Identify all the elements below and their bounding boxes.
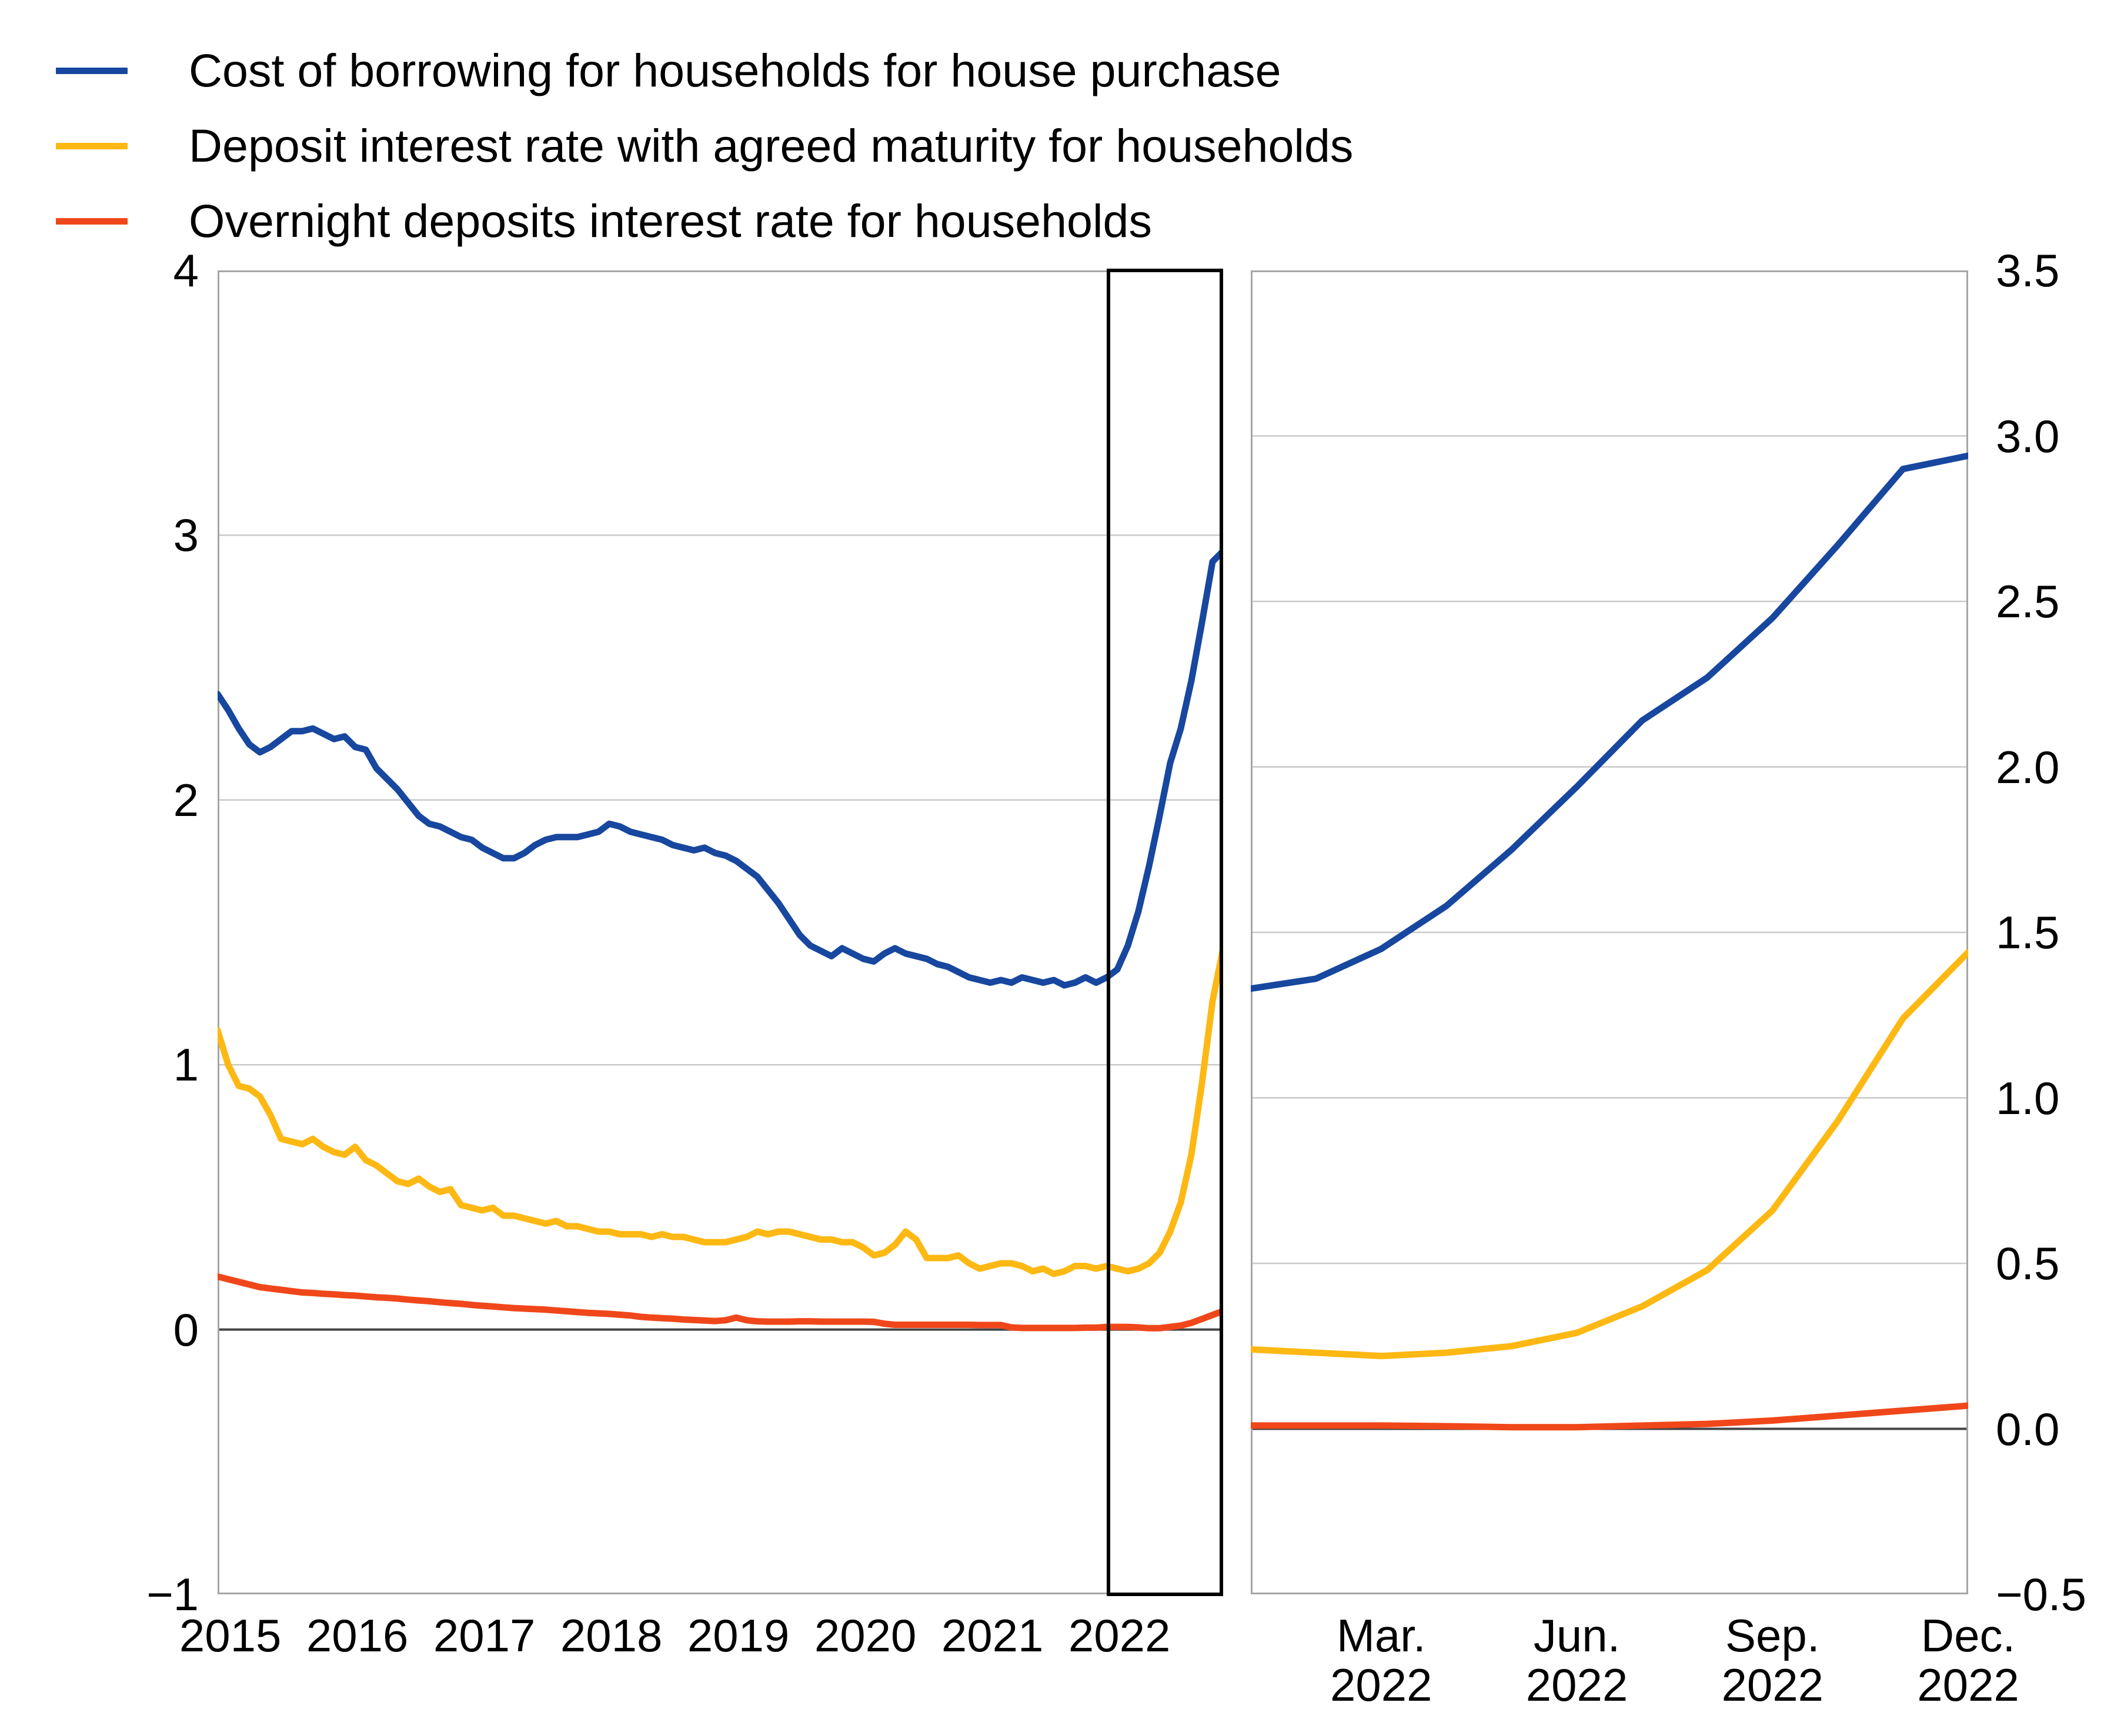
series-line-0 bbox=[1251, 452, 1968, 992]
highlight-box-2022 bbox=[1107, 269, 1223, 1596]
series-line-2 bbox=[1251, 1402, 1968, 1431]
y-axis-tick-label: 1 bbox=[173, 1039, 199, 1091]
x-axis-tick-label: 2016 bbox=[306, 1610, 409, 1661]
x-axis-tick-label: Dec. 2022 bbox=[1917, 1610, 2019, 1711]
y-axis-tick-label: 2 bbox=[173, 774, 199, 826]
zoom-2022-chart-panel bbox=[1251, 270, 1968, 1594]
legend-item-deposit-agreed-maturity: Deposit interest rate with agreed maturi… bbox=[56, 121, 1353, 170]
y-axis-tick-label: 1.0 bbox=[1996, 1072, 2060, 1124]
x-axis-tick-label: 2017 bbox=[433, 1610, 536, 1661]
x-axis-tick-label: Mar. 2022 bbox=[1330, 1610, 1432, 1711]
y-axis-tick-label: 2.5 bbox=[1996, 576, 2060, 627]
x-axis-tick-label: Jun. 2022 bbox=[1525, 1610, 1628, 1711]
y-axis-tick-label: −1 bbox=[146, 1568, 199, 1620]
y-axis-tick-label: 3 bbox=[173, 509, 199, 561]
y-axis-tick-label: 0.5 bbox=[1996, 1237, 2060, 1289]
x-axis-tick-label: 2021 bbox=[941, 1610, 1044, 1661]
legend-line-swatch-red bbox=[56, 218, 128, 225]
panel-border bbox=[218, 270, 1223, 1594]
legend-label: Cost of borrowing for households for hou… bbox=[189, 44, 1281, 96]
legend-item-overnight-deposits: Overnight deposits interest rate for hou… bbox=[56, 196, 1353, 246]
x-axis-tick-label: 2022 bbox=[1068, 1610, 1171, 1661]
panel-border bbox=[1251, 270, 1968, 1594]
x-axis-tick-label: Sep. 2022 bbox=[1721, 1610, 1824, 1711]
x-axis-tick-label: 2018 bbox=[560, 1610, 663, 1661]
y-axis-tick-label: 0.0 bbox=[1996, 1403, 2060, 1455]
legend-label: Overnight deposits interest rate for hou… bbox=[189, 195, 1152, 247]
x-axis-tick-label: 2019 bbox=[687, 1610, 790, 1661]
legend-line-swatch-blue bbox=[56, 67, 128, 74]
y-axis-tick-label: 4 bbox=[173, 245, 199, 296]
y-axis-tick-label: 3.0 bbox=[1996, 410, 2060, 462]
y-axis-tick-label: 0 bbox=[173, 1303, 199, 1356]
series-line-1 bbox=[1251, 949, 1968, 1360]
y-axis-tick-label: 1.5 bbox=[1996, 907, 2060, 958]
main-chart-panel bbox=[218, 270, 1223, 1594]
legend-line-swatch-yellow bbox=[56, 142, 128, 149]
y-axis-tick-label: 2.0 bbox=[1996, 741, 2060, 793]
x-axis-tick-label: 2020 bbox=[814, 1610, 917, 1661]
series-line-0 bbox=[218, 547, 1223, 989]
legend-item-cost-of-borrowing: Cost of borrowing for households for hou… bbox=[56, 46, 1353, 95]
series-line-2 bbox=[218, 1273, 1223, 1332]
y-axis-tick-label: 3.5 bbox=[1996, 245, 2060, 296]
legend: Cost of borrowing for households for hou… bbox=[56, 46, 1353, 246]
x-axis-tick-label: 2015 bbox=[179, 1610, 282, 1661]
y-axis-tick-label: −0.5 bbox=[1996, 1568, 2086, 1620]
series-line-1 bbox=[218, 945, 1223, 1277]
legend-label: Deposit interest rate with agreed maturi… bbox=[189, 119, 1354, 172]
